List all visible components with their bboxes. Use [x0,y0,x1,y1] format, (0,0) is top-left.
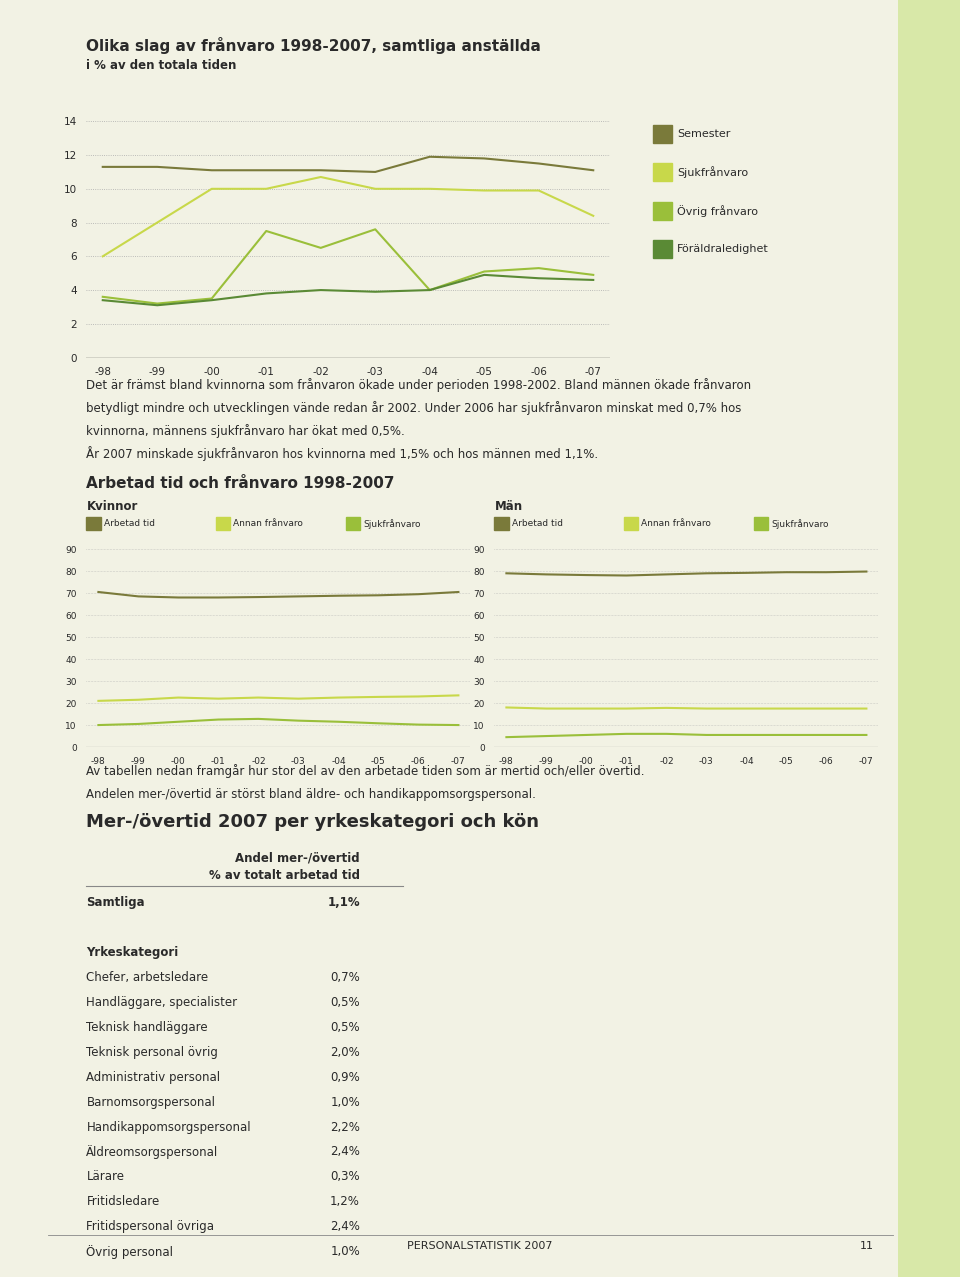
Text: % av totalt arbetad tid: % av totalt arbetad tid [209,868,360,881]
Text: 11: 11 [859,1241,874,1251]
Text: Handläggare, specialister: Handläggare, specialister [86,996,237,1009]
Text: Annan frånvaro: Annan frånvaro [641,518,711,529]
Text: 0,9%: 0,9% [330,1070,360,1084]
Text: År 2007 minskade sjukfrånvaron hos kvinnorna med 1,5% och hos männen med 1,1%.: År 2007 minskade sjukfrånvaron hos kvinn… [86,447,598,461]
Text: 1,1%: 1,1% [327,896,360,909]
Text: Annan frånvaro: Annan frånvaro [233,518,303,529]
Text: Lärare: Lärare [86,1170,125,1184]
Text: 0,7%: 0,7% [330,971,360,985]
Text: Fritidspersonal övriga: Fritidspersonal övriga [86,1221,214,1234]
Text: betydligt mindre och utvecklingen vände redan år 2002. Under 2006 har sjukfrånva: betydligt mindre och utvecklingen vände … [86,401,742,415]
Text: kvinnorna, männens sjukfrånvaro har ökat med 0,5%.: kvinnorna, männens sjukfrånvaro har ökat… [86,424,405,438]
Text: Äldreomsorgspersonal: Äldreomsorgspersonal [86,1145,219,1160]
Text: Samtliga: Samtliga [86,896,145,909]
Text: Män: Män [494,499,522,512]
Text: Administrativ personal: Administrativ personal [86,1070,221,1084]
Text: Övrig personal: Övrig personal [86,1245,174,1259]
Text: 1,0%: 1,0% [330,1096,360,1108]
Text: Andel mer-/övertid: Andel mer-/övertid [235,852,360,865]
Text: Arbetad tid: Arbetad tid [104,518,155,529]
Text: Chefer, arbetsledare: Chefer, arbetsledare [86,971,208,985]
Text: 0,3%: 0,3% [330,1170,360,1184]
Text: Kvinnor: Kvinnor [86,499,138,512]
Text: Mer-/övertid 2007 per yrkeskategori och kön: Mer-/övertid 2007 per yrkeskategori och … [86,813,540,831]
Text: Arbetad tid: Arbetad tid [512,518,563,529]
Text: Teknisk handläggare: Teknisk handläggare [86,1022,208,1034]
Text: 1,2%: 1,2% [330,1195,360,1208]
Text: Föräldraledighet: Föräldraledighet [677,244,769,254]
Text: 0,5%: 0,5% [330,1022,360,1034]
Text: Fritidsledare: Fritidsledare [86,1195,159,1208]
Text: Olika slag av frånvaro 1998-2007, samtliga anställda: Olika slag av frånvaro 1998-2007, samtli… [86,37,541,54]
Text: 2,4%: 2,4% [330,1221,360,1234]
Text: Teknisk personal övrig: Teknisk personal övrig [86,1046,218,1059]
Text: Av tabellen nedan framgår hur stor del av den arbetade tiden som är mertid och/e: Av tabellen nedan framgår hur stor del a… [86,764,645,778]
Text: Yrkeskategori: Yrkeskategori [86,946,179,959]
Text: Handikappomsorgspersonal: Handikappomsorgspersonal [86,1121,251,1134]
Text: 2,4%: 2,4% [330,1145,360,1158]
Text: Andelen mer-/övertid är störst bland äldre- och handikappomsorgspersonal.: Andelen mer-/övertid är störst bland äld… [86,788,537,801]
Text: 2,2%: 2,2% [330,1121,360,1134]
Text: Det är främst bland kvinnorna som frånvaron ökade under perioden 1998-2002. Blan: Det är främst bland kvinnorna som frånva… [86,378,752,392]
Text: Arbetad tid och frånvaro 1998-2007: Arbetad tid och frånvaro 1998-2007 [86,476,395,490]
Text: PERSONALSTATISTIK 2007: PERSONALSTATISTIK 2007 [407,1241,553,1251]
Text: 0,5%: 0,5% [330,996,360,1009]
Text: i % av den totala tiden: i % av den totala tiden [86,59,237,72]
Text: Övrig frånvaro: Övrig frånvaro [677,204,757,217]
Text: Sjukfrånvaro: Sjukfrånvaro [771,518,828,529]
Text: Semester: Semester [677,129,731,139]
Text: Barnomsorgspersonal: Barnomsorgspersonal [86,1096,215,1108]
Text: Sjukfrånvaro: Sjukfrånvaro [677,166,748,179]
Text: Sjukfrånvaro: Sjukfrånvaro [363,518,420,529]
Text: 1,0%: 1,0% [330,1245,360,1258]
Text: 2,0%: 2,0% [330,1046,360,1059]
